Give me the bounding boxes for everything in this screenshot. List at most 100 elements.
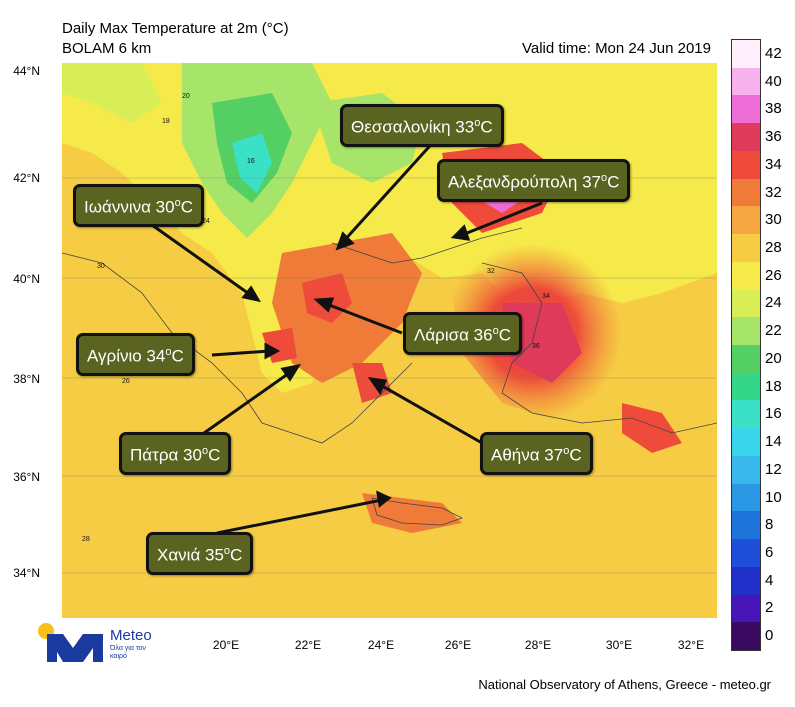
- arrow-larisa: [323, 301, 403, 335]
- callout-patra: Πάτρα 30oC: [119, 432, 232, 475]
- lon-label: 32°E: [677, 638, 705, 652]
- degree-mark: o: [601, 172, 608, 184]
- callout-unit: C: [208, 445, 221, 465]
- legend-value: 26: [765, 266, 782, 284]
- legend-swatch: [732, 289, 760, 318]
- legend-value: 38: [765, 100, 782, 118]
- legend-swatch: [732, 428, 760, 457]
- legend-swatch: [732, 483, 760, 512]
- legend-swatch: [732, 178, 760, 207]
- legend-value: 14: [765, 433, 782, 451]
- callout-unit: C: [171, 346, 184, 366]
- arrow-chania: [216, 498, 383, 535]
- callout-text: Θεσσαλονίκη 33: [351, 117, 475, 137]
- model-name: BOLAM 6 km: [62, 40, 152, 57]
- legend-value: 42: [765, 44, 782, 62]
- contour-labels: 20 18 16 22 24 26 28 30 32 34 36: [82, 93, 550, 543]
- legend-swatch: [732, 539, 760, 568]
- coastline-anatolia: [481, 262, 717, 434]
- lat-label: 40°N: [13, 272, 40, 286]
- legend-value: 30: [765, 211, 782, 229]
- callout-unit: C: [480, 117, 493, 137]
- coastline-ionian: [62, 252, 413, 444]
- arrowhead-alexandroupoli: [450, 224, 471, 241]
- arrow-agrinio: [211, 349, 271, 357]
- legend-value: 2: [765, 599, 774, 617]
- contour-label: 26: [122, 378, 130, 385]
- legend-swatch: [732, 372, 760, 401]
- callout-athina: Αθήνα 37oC: [480, 432, 593, 475]
- legend-value: 10: [765, 488, 782, 506]
- logo-tagline: Όλα για τον καιρό: [110, 645, 146, 660]
- contour-label: 30: [97, 263, 105, 270]
- legend-swatch: [732, 511, 760, 540]
- legend-value: 22: [765, 322, 782, 340]
- legend-swatch: [732, 455, 760, 485]
- meteo-logo: [38, 623, 103, 662]
- lat-label: 44°N: [13, 64, 40, 78]
- arrow-ioannina: [151, 223, 253, 298]
- contour-label: 24: [202, 218, 210, 225]
- callout-unit: C: [498, 325, 511, 345]
- hot-zone-rhodes-east: [622, 403, 682, 453]
- contour-label: 16: [247, 158, 255, 165]
- callout-arrows: [151, 136, 543, 535]
- arrowhead-thessaloniki: [335, 231, 355, 251]
- arrowhead-ioannina: [241, 285, 262, 303]
- arrowhead-agrinio: [264, 342, 281, 360]
- contour-label: 32: [487, 268, 495, 275]
- arrow-athina: [376, 381, 483, 445]
- callout-unit: C: [607, 172, 620, 192]
- legend-swatch: [732, 566, 760, 596]
- cool-zone-northwest: [62, 63, 162, 123]
- degree-mark: o: [165, 346, 172, 358]
- coastline-north-aegean: [331, 227, 523, 264]
- legend-value: 40: [765, 72, 782, 90]
- coastline-crete: [371, 497, 464, 526]
- callout-chania: Χανιά 35oC: [146, 532, 254, 575]
- legend-value: 34: [765, 155, 782, 173]
- arrowhead-athina: [367, 377, 388, 396]
- legend-value: 24: [765, 294, 782, 312]
- callout-unit: C: [569, 445, 582, 465]
- degree-mark: o: [174, 197, 181, 209]
- callout-text: Χανιά 35: [157, 545, 224, 565]
- arrowhead-patra: [280, 363, 302, 382]
- legend-value: 6: [765, 543, 774, 561]
- degree-mark: o: [474, 117, 481, 129]
- legend-swatch: [732, 234, 760, 263]
- lon-label: 22°E: [294, 638, 322, 652]
- degree-mark: o: [563, 445, 570, 457]
- legend-value: 36: [765, 128, 782, 146]
- legend-swatch: [732, 67, 760, 96]
- lat-label: 36°N: [13, 470, 40, 484]
- contour-label: 20: [182, 93, 190, 100]
- degree-mark: o: [201, 445, 209, 457]
- legend-swatch: [732, 261, 760, 291]
- legend-swatch: [732, 150, 760, 180]
- lon-label: 28°E: [524, 638, 552, 652]
- legend-value: 28: [765, 238, 782, 256]
- lat-label: 38°N: [13, 372, 40, 386]
- lon-label: 26°E: [444, 638, 472, 652]
- lon-label: 30°E: [605, 638, 633, 652]
- legend-value: 20: [765, 349, 782, 367]
- callout-unit: C: [230, 545, 243, 565]
- callout-unit: C: [180, 197, 193, 217]
- legend-swatch: [732, 622, 760, 651]
- hot-zone-anatolia-core: [502, 303, 582, 383]
- legend-value: 32: [765, 183, 782, 201]
- color-legend: [731, 39, 761, 651]
- callout-text: Ιωάννινα 30: [84, 197, 175, 217]
- legend-value: 18: [765, 377, 782, 395]
- callout-text: Λάρισα 36: [414, 325, 493, 345]
- legend-swatch: [732, 400, 760, 429]
- contour-label: 36: [532, 343, 540, 350]
- contour-label: 18: [162, 118, 170, 125]
- callout-ioannina: Ιωάννινα 30oC: [73, 184, 204, 227]
- callout-text: Αθήνα 37: [491, 445, 564, 465]
- arrowhead-chania: [376, 490, 392, 508]
- legend-swatch: [732, 40, 760, 69]
- legend-value: 16: [765, 405, 782, 423]
- degree-mark: o: [492, 325, 499, 337]
